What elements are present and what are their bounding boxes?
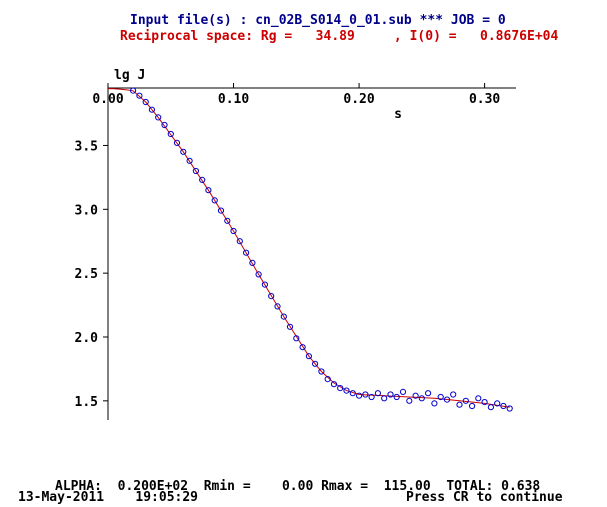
y-tick-label: 2.5 [75,267,98,282]
data-point [268,293,275,300]
data-point [180,148,187,155]
data-point [412,392,419,399]
data-point [130,87,137,94]
fit-curve [107,88,510,408]
data-point [318,368,325,375]
data-point [217,207,225,214]
x-tick-label: 0.00 [92,92,123,107]
data-point [148,106,155,113]
data-point [255,271,262,278]
y-tick-label: 1.5 [75,395,98,410]
data-point [450,391,457,398]
data-point [299,344,306,351]
data-point [456,401,463,408]
data-point [211,197,218,204]
chart-subtitle: Reciprocal space: Rg = 34.89 , I(0) = 0.… [120,29,559,44]
footer-datetime: 13-May-2011 19:05:29 [18,490,199,505]
data-point [362,391,369,398]
data-point [475,395,482,402]
y-tick-label: 3.0 [75,203,99,218]
data-point [286,323,294,330]
data-point [249,259,256,266]
data-point [205,187,212,194]
data-point [374,390,381,397]
continue-prompt[interactable]: Press CR to continue [406,490,563,505]
y-tick-label: 3.5 [75,139,98,154]
data-point [274,303,281,310]
data-point [224,217,231,224]
data-point [494,400,501,407]
data-point [293,335,300,342]
data-point [368,393,375,401]
x-axis-label: s [394,107,402,122]
footer-params: ALPHA: 0.200E+02 Rmin = 0.00 Rmax = 115.… [55,479,541,494]
data-point [462,397,469,404]
data-point [481,399,488,406]
data-point [443,396,451,403]
data-point [161,121,168,129]
data-point [418,395,425,402]
data-point [406,397,413,404]
data-point [312,360,319,367]
data-point [469,402,476,410]
data-point [356,392,363,399]
data-point [243,249,250,256]
x-tick-label: 0.10 [218,92,249,107]
data-point [236,238,243,245]
y-axis-label: lg J [114,68,145,83]
data-point [500,402,507,410]
chart-title: Input file(s) : cn_02B_S014_0_01.sub ***… [130,13,506,28]
x-tick-label: 0.20 [343,92,374,107]
data-point [381,395,388,402]
data-point [192,167,199,175]
data-point [186,157,193,164]
data-point [305,353,312,360]
data-point [155,114,162,121]
data-point [387,391,394,398]
data-point [280,313,287,320]
data-point [142,98,149,106]
data-point [330,381,338,388]
data-point [487,404,494,411]
y-tick-label: 2.0 [75,331,99,346]
data-point [199,176,206,183]
data-point [136,92,143,99]
data-point [173,139,181,146]
data-point [425,390,432,397]
data-point [230,227,237,235]
data-point [506,405,513,412]
data-point [337,385,344,392]
x-tick-label: 0.30 [469,92,500,107]
data-point [167,130,174,138]
data-point [324,376,331,383]
data-point [431,400,438,407]
data-point [349,390,356,397]
data-point [399,388,407,395]
data-point [437,393,444,401]
data-point [261,281,268,288]
data-point [393,393,400,401]
data-point [343,387,350,394]
